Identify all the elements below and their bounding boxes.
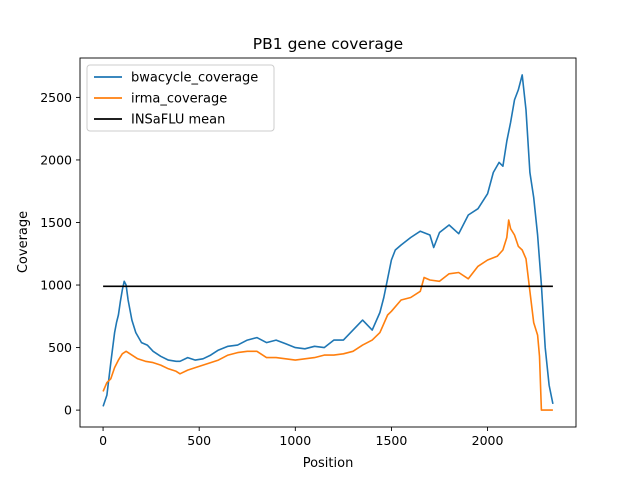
x-axis-label: Position xyxy=(303,456,354,471)
legend-label-2: INSaFLU mean xyxy=(131,113,225,128)
chart-title: PB1 gene coverage xyxy=(253,35,403,53)
y-tick-label: 500 xyxy=(48,340,72,355)
legend-label-0: bwacycle_coverage xyxy=(131,71,258,86)
plot-area: 0 500 1000 1500 2000 0 500 1000 1500 2000 2500 bwac… xyxy=(40,57,577,448)
legend: bwacycle_coverage irma_coverage INSaFLU me… xyxy=(86,64,275,132)
axes-frame xyxy=(79,57,577,428)
y-tick-label: 0 xyxy=(64,403,72,418)
y-axis-label: Coverage xyxy=(16,211,31,273)
x-tick-label: 1000 xyxy=(279,433,311,448)
x-tick-label: 2000 xyxy=(472,433,504,448)
y-tick-label: 2000 xyxy=(40,152,72,167)
x-tick-label: 1500 xyxy=(376,433,408,448)
x-tick-label: 0 xyxy=(99,433,107,448)
y-tick-label: 1500 xyxy=(40,215,72,230)
y-tick-label: 1000 xyxy=(40,278,72,293)
series-line-1 xyxy=(102,219,553,411)
y-tick-label: 2500 xyxy=(40,90,72,105)
x-tick-label: 500 xyxy=(187,433,211,448)
legend-label-1: irma_coverage xyxy=(131,92,227,107)
legend-box xyxy=(86,64,275,132)
series-line-0 xyxy=(102,74,554,407)
